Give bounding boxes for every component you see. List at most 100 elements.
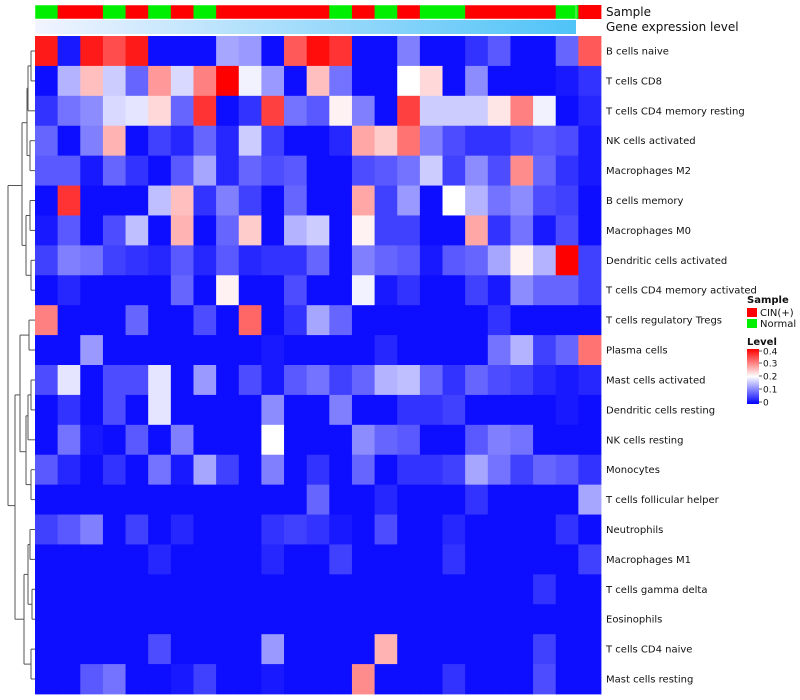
heatmap-cell [193,36,217,67]
heatmap-cell [35,275,59,306]
heatmap-cell [442,125,466,157]
heatmap-cell [329,394,353,426]
heatmap-cell [148,185,172,216]
heatmap-cell [419,245,443,276]
heatmap-cell [419,125,443,157]
heatmap-cell [442,95,466,127]
heatmap-cell [193,365,217,396]
heatmap-cell [125,634,149,665]
heatmap-cell [419,454,443,486]
heatmap-cell [170,275,194,306]
heatmap-cell [578,454,602,486]
heatmap-cell [284,305,308,336]
heatmap-cell [170,604,194,635]
heatmap-cell [35,36,59,67]
heatmap-cell [510,245,534,276]
heatmap-cell [284,185,308,216]
heatmap-cell [397,185,421,216]
heatmap-cell [35,245,59,276]
heatmap-cell [419,424,443,456]
heatmap-cell [216,634,240,665]
heatmap-cell [306,424,330,456]
heatmap-cell [284,215,308,246]
sample-annotation-cell [193,5,217,19]
heatmap-cell [397,275,421,306]
heatmap-cell [397,634,421,665]
heatmap-cell [306,365,330,396]
heatmap-cell [80,95,104,127]
heatmap-cell [510,95,534,127]
heatmap-cell [374,245,398,276]
heatmap-cell [193,514,217,545]
heatmap-cell [442,574,466,605]
heatmap-cell [578,634,602,665]
heatmap-cell [102,185,126,216]
heatmap-cell [216,454,240,486]
heatmap-cell [510,185,534,216]
heatmap-cell [306,245,330,276]
row-label: T cells gamma delta [605,585,707,596]
heatmap-cell [397,125,421,157]
heatmap-cell [193,454,217,486]
heatmap-cell [57,305,81,336]
heatmap-cell [261,36,285,67]
heatmap-cell [329,514,353,545]
heatmap-cell [35,65,59,97]
heatmap-cell [80,275,104,306]
heatmap-cell [216,394,240,426]
row-label: T cells CD8 [605,76,662,87]
heatmap-cell [216,305,240,336]
heatmap-cell [57,36,81,67]
heatmap-cell [57,125,81,157]
heatmap-cell [555,245,579,276]
heatmap-cell [125,65,149,97]
heatmap-cell [533,514,557,545]
sample-annotation-cell [306,5,330,19]
legend-sample-title: Sample [747,295,789,306]
heatmap-cell [329,544,353,575]
heatmap-cell [329,185,353,216]
heatmap-cell [148,275,172,306]
heatmap-cell [329,215,353,246]
heatmap-cell [419,36,443,67]
heatmap-cell [442,424,466,456]
heatmap-cell [374,574,398,605]
sample-annotation-cell [374,5,398,19]
heatmap-cell [125,664,149,695]
row-label: NK cells resting [606,435,683,446]
gene-annotation-label: Gene expression level [606,20,739,34]
heatmap-cell [533,664,557,695]
heatmap-cell [261,305,285,336]
heatmap-cell [148,634,172,665]
heatmap-cell [238,544,262,575]
sample-annotation-cell [80,5,104,19]
heatmap-cell [533,424,557,456]
heatmap-cell [306,394,330,426]
heatmap-cell [465,604,489,635]
row-label: Macrophages M0 [606,226,691,237]
heatmap-cell [238,574,262,605]
heatmap-cell [284,125,308,157]
heatmap-cell [80,574,104,605]
heatmap-cell [238,155,262,186]
heatmap-cell [102,155,126,186]
heatmap-cell [465,424,489,456]
heatmap-cell [487,155,511,186]
heatmap-cell [329,454,353,486]
heatmap-cell [442,634,466,665]
heatmap-cell [57,424,81,456]
heatmap-cell [510,604,534,635]
heatmap-cell [170,634,194,665]
heatmap-cell [555,275,579,306]
heatmap-cell [578,664,602,695]
heatmap-cell [238,365,262,396]
heatmap-cell [216,335,240,366]
heatmap-cell [102,424,126,456]
heatmap-cell [238,125,262,157]
heatmap-cell [193,394,217,426]
heatmap-cell [193,424,217,456]
heatmap-cell [261,215,285,246]
row-label: T cells follicular helper [605,495,720,506]
heatmap-cell [442,604,466,635]
heatmap-cell [306,454,330,486]
